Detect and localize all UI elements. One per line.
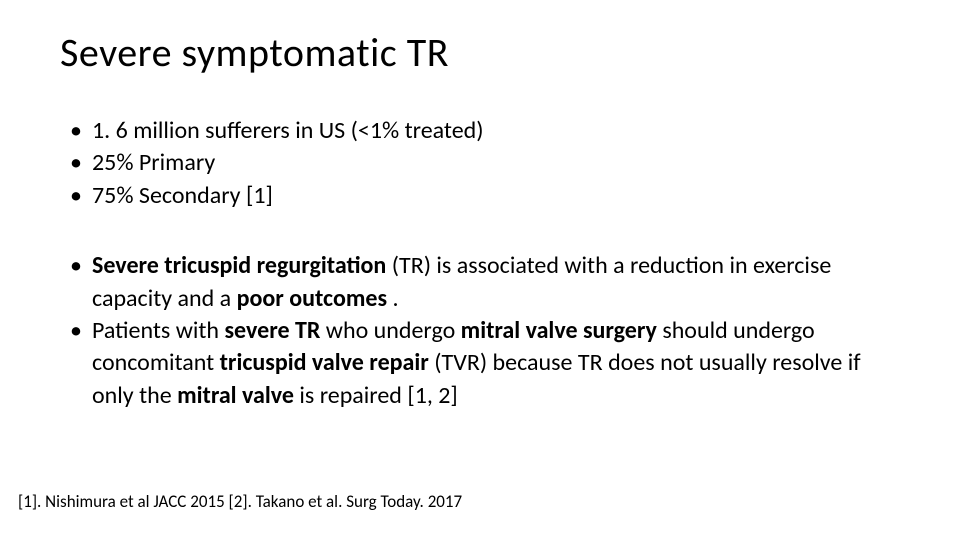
bullet-item: Patients with severe TR who undergo mitr… <box>60 315 900 412</box>
bullet-item: 25% Primary <box>60 147 900 179</box>
bullet-rich-text: Patients with severe TR who undergo mitr… <box>92 316 861 410</box>
bullet-text: 25% Primary <box>92 148 215 177</box>
bullet-text: 1. 6 million sufferers in US (<1% treate… <box>92 116 484 145</box>
references: [1]. Nishimura et al JACC 2015 [2]. Taka… <box>18 491 462 512</box>
slide-container: Severe symptomatic TR 1. 6 million suffe… <box>0 0 960 412</box>
bullet-group-2: Severe tricuspid regurgitation (TR) is a… <box>60 250 900 412</box>
bullet-rich-text: Severe tricuspid regurgitation (TR) is a… <box>92 251 831 312</box>
bullet-text: 75% Secondary [1] <box>92 181 273 210</box>
bullet-item: 1. 6 million sufferers in US (<1% treate… <box>60 115 900 147</box>
bullet-item: Severe tricuspid regurgitation (TR) is a… <box>60 250 900 315</box>
bullet-item: 75% Secondary [1] <box>60 180 900 212</box>
bullet-group-1: 1. 6 million sufferers in US (<1% treate… <box>60 115 900 212</box>
slide-title: Severe symptomatic TR <box>60 28 900 77</box>
